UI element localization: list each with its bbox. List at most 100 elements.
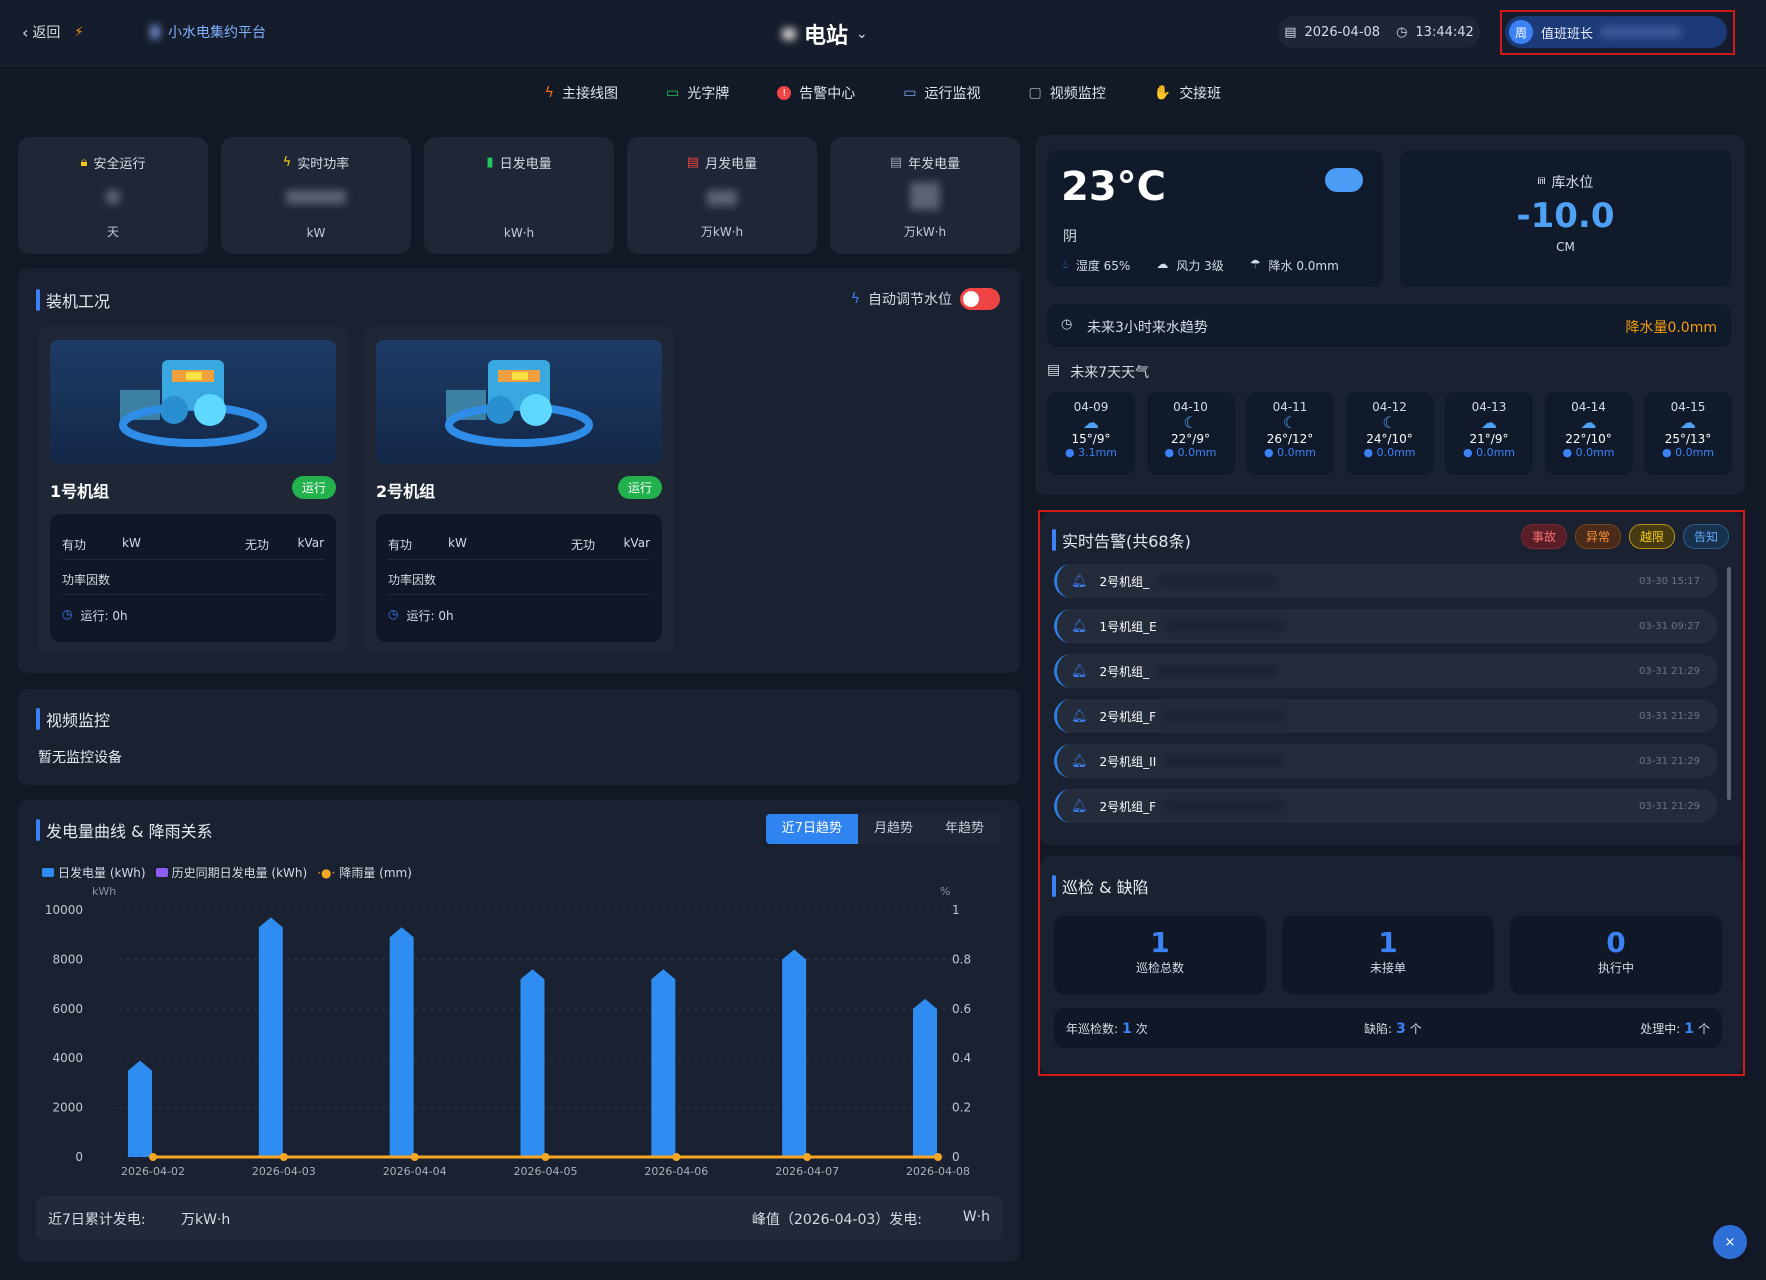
auto-level-label: 自动调节水位 [868,292,952,308]
chevron-left-icon: ‹ [22,22,29,42]
alarm-item[interactable]: 🔔︎ 1号机组_E 03-31 09:27 [1054,609,1718,643]
turbine-illustration [119,360,267,447]
filter-abnormal[interactable]: 异常 [1574,524,1621,549]
kpi-value-blur [910,182,940,210]
forecast-rain-value: 0.0mm [1376,446,1416,459]
alarm-item[interactable]: 🔔︎ 2号机组_ 03-30 15:17 [1054,564,1718,598]
stat-value: 1 [1378,926,1398,959]
nav-light-board[interactable]: ▭ 光字牌 [666,83,729,103]
droplet-icon: ● [1164,446,1175,459]
tab-month[interactable]: 月趋势 [857,814,929,844]
alarm-item[interactable]: 🔔︎ 2号机组_F 03-31 21:29 [1054,789,1718,823]
nav-alarm-center[interactable]: ! 告警中心 [777,83,855,103]
forecast-temp: 24°/10° [1366,432,1413,446]
weather-now-card: 23°C 阴 💧︎ 湿度 65% ☁︎ 风力 3级 ☂︎ 降水 0.0mm [1047,150,1383,287]
nav-main-wiring[interactable]: ϟ 主接线图 [545,83,618,103]
nav-label: 光字牌 [687,86,730,102]
active-power-unit: kW [122,536,141,550]
forecast-rain-value: 0.0mm [1675,446,1715,459]
forecast-day: 04-12 ☾ 24°/10° ● 0.0mm [1345,392,1434,475]
close-float-button[interactable]: × [1713,1225,1747,1259]
rain-point [410,1153,419,1161]
station-selector[interactable]: 电站 ⌄ [782,18,868,50]
active-power-unit: kW [448,536,467,550]
stat-unaccepted[interactable]: 1 未接单 [1282,916,1494,994]
forecast-day: 04-11 ☾ 26°/12° ● 0.0mm [1246,392,1334,475]
nav-run-monitor[interactable]: ▭ 运行监视 [903,83,980,103]
annual-label: 年巡检数: [1066,1022,1119,1036]
y-tick-label: 0 [75,1150,83,1164]
alarm-text-blur [1157,576,1278,586]
unit-metrics: 有功 kW 无功 kVar 功率因数 ◷ 运行: 0h [50,514,336,642]
processing-unit: 个 [1697,1022,1710,1036]
kpi-annual-energy: ▤ 年发电量 万kW·h [830,137,1020,254]
camera-icon: ▢ [1028,85,1042,101]
alarm-title: 实时告警(共68条) [1052,528,1191,552]
back-label: 返回 [32,25,61,41]
legend-label: 日发电量 (kWh) [58,866,146,880]
back-button[interactable]: ‹ 返回 ⚡ [22,22,84,42]
rain-point [934,1153,942,1161]
forecast-rain-value: 0.0mm [1177,446,1217,459]
legend-item[interactable]: 历史同期日发电量 (kWh) [155,864,307,881]
stat-total[interactable]: 1 巡检总数 [1054,916,1266,994]
droplet-icon: ● [1661,446,1672,459]
screen-icon: ▭ [903,85,917,101]
legend-item[interactable]: 日发电量 (kWh) [42,864,146,881]
platform-label: 小水电集约平台 [168,25,266,41]
nav-shift[interactable]: ✋ 交接班 [1154,83,1221,103]
y-right-tick-label: 0.2 [952,1101,971,1115]
x-tick-label: 2026-04-03 [252,1165,316,1178]
filter-notice[interactable]: 告知 [1682,524,1729,549]
bar [651,969,676,1157]
kpi-safe-days: 🔒︎ 安全运行天 [18,137,208,254]
status-badge: 运行 [291,476,336,499]
stat-label: 巡检总数 [1135,961,1184,975]
alarm-text: 2号机组_F [1099,709,1157,724]
kpi-unit: kW [306,226,326,240]
auto-level-control: ϟ 自动调节水位 [851,288,1000,310]
top-header: ‹ 返回 ⚡ 小水电集约平台 电站 ⌄ ▤ 2026-04-08 ◷ 13:44:4… [0,0,1766,66]
alarm-item[interactable]: 🔔︎ 2号机组_II 03-31 21:29 [1054,744,1718,778]
tab-7day[interactable]: 近7日趋势 [765,814,858,844]
alarm-item[interactable]: 🔔︎ 2号机组_ 03-31 21:29 [1054,654,1718,688]
stat-executing[interactable]: 0 执行中 [1510,916,1722,994]
bell-icon: 🔔︎ [1071,708,1088,724]
bar [389,927,414,1157]
kpi-realtime-power: ϟ 实时功率 kW [221,137,411,254]
kpi-value-blur [707,190,737,206]
inflow-trend: ◷ 未来3小时来水趋势 降水量0.0mm [1047,304,1731,347]
legend-item[interactable]: ·●· 降雨量 (mm) [317,865,412,881]
tab-year[interactable]: 年趋势 [928,814,1000,844]
unit-card-1[interactable]: 1号机组 运行 有功 kW 无功 kVar 功率因数 ◷ 运行: 0h [38,326,348,654]
reactive-power-unit: kVar [623,536,650,550]
bell-icon: 🔔︎ [1071,798,1088,814]
unit-name: 1号机组 [50,482,110,501]
auto-level-toggle[interactable] [960,288,1000,310]
cloud-icon [1325,168,1363,192]
energy-chart-panel: 发电量曲线 & 降雨关系 近7日趋势 月趋势 年趋势 日发电量 (kWh) 历史… [18,800,1020,1262]
inflow-trend-value: 降水量0.0mm [1625,320,1717,336]
defect-value: 3 [1396,1021,1406,1037]
user-menu[interactable]: 周 值班班长 [1505,16,1727,48]
filter-accident[interactable]: 事故 [1520,524,1567,549]
summary-peak-label: 峰值（2026-04-03）发电: [751,1212,922,1228]
forecast-day: 04-15 ☁ 25°/13° ● 0.0mm [1644,392,1732,475]
reactive-power-unit: kVar [297,536,324,550]
x-tick-label: 2026-04-06 [644,1165,708,1178]
annual-unit: 次 [1135,1022,1148,1036]
filter-overlimit[interactable]: 越限 [1628,524,1675,549]
nav-video[interactable]: ▢ 视频监控 [1029,83,1106,103]
alarm-scrollbar[interactable] [1727,567,1731,800]
bar [258,917,283,1157]
chart-title: 发电量曲线 & 降雨关系 [36,818,213,842]
unit-card-2[interactable]: 2号机组 运行 有功 kW 无功 kVar 功率因数 ◷ 运行: 0h [364,326,674,654]
nav-label: 视频监控 [1049,86,1106,102]
humidity: 湿度 65% [1075,259,1131,273]
bell-icon: 🔔︎ [1071,618,1088,634]
rain-point [672,1153,681,1161]
gate-icon: ⩎ [1537,172,1546,188]
alarm-item[interactable]: 🔔︎ 2号机组_F 03-31 21:29 [1054,699,1718,733]
rain-point [279,1153,288,1161]
avatar: 周 [1509,20,1533,44]
